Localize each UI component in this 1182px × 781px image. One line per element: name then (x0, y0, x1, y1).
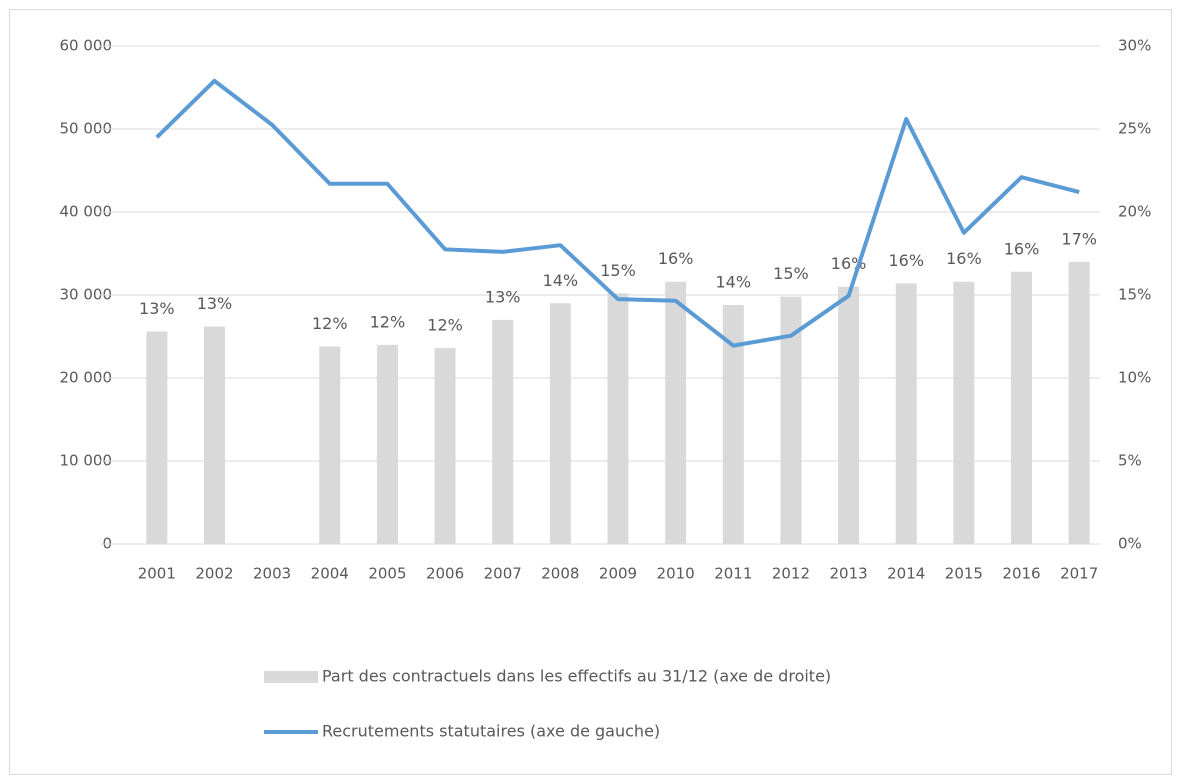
data-label: 13% (485, 287, 521, 306)
data-label: 12% (312, 314, 348, 333)
y2-tick-label: 15% (1118, 286, 1151, 304)
x-tick-label: 2006 (426, 565, 464, 583)
bar (780, 296, 802, 544)
x-tick-label: 2008 (541, 565, 579, 583)
bar (1011, 271, 1033, 544)
x-tick-label: 2013 (829, 565, 867, 583)
bar (434, 348, 456, 544)
data-label: 16% (1004, 239, 1040, 258)
data-label: 13% (139, 299, 175, 318)
x-tick-label: 2017 (1060, 565, 1098, 583)
data-label: 16% (658, 249, 694, 268)
data-label: 16% (946, 249, 982, 268)
x-tick-label: 2001 (138, 565, 176, 583)
x-tick-label: 2012 (772, 565, 810, 583)
y2-tick-label: 20% (1118, 203, 1151, 221)
data-label: 15% (600, 261, 636, 280)
bar (953, 281, 975, 544)
x-tick-label: 2003 (253, 565, 291, 583)
bar (203, 326, 225, 544)
bar (722, 304, 744, 544)
bar (1068, 261, 1090, 544)
bar (376, 344, 398, 544)
data-label: 16% (888, 251, 924, 270)
y2-tick-label: 25% (1118, 120, 1151, 138)
y2-tick-label: 0% (1118, 535, 1142, 553)
y-tick-label: 30 000 (60, 286, 113, 304)
line (155, 78, 1080, 348)
legend-label: Recrutements statutaires (axe de gauche) (322, 722, 660, 741)
data-label: 15% (773, 264, 809, 283)
x-tick-label: 2015 (945, 565, 983, 583)
data-label: 12% (370, 312, 406, 331)
bar (492, 319, 514, 544)
y2-tick-label: 5% (1118, 452, 1142, 470)
x-tick-label: 2007 (484, 565, 522, 583)
bar (319, 346, 341, 544)
legend-label: Part des contractuels dans les effectifs… (322, 667, 831, 686)
chart-border (9, 9, 1172, 775)
legend-swatch (264, 671, 318, 683)
bar (549, 303, 571, 544)
x-tick-label: 2002 (195, 565, 233, 583)
x-tick-label: 2016 (1002, 565, 1040, 583)
x-tick-label: 2014 (887, 565, 925, 583)
bar (665, 281, 687, 544)
y2-tick-label: 10% (1118, 369, 1151, 387)
y-tick-label: 20 000 (60, 369, 113, 387)
data-label: 13% (197, 294, 233, 313)
y-tick-label: 40 000 (60, 203, 113, 221)
x-tick-label: 2005 (368, 565, 406, 583)
bar (146, 331, 168, 544)
data-label: 12% (427, 316, 463, 335)
bar (607, 293, 629, 544)
x-tick-label: 2009 (599, 565, 637, 583)
bar (838, 286, 860, 544)
y-tick-label: 60 000 (60, 37, 113, 55)
data-label: 14% (543, 271, 579, 290)
x-tick-label: 2011 (714, 565, 752, 583)
bar (895, 283, 917, 544)
y-tick-label: 50 000 (60, 120, 113, 138)
y-tick-label: 10 000 (60, 452, 113, 470)
y2-tick-label: 30% (1118, 37, 1151, 55)
data-label: 14% (716, 272, 752, 291)
x-tick-label: 2004 (311, 565, 349, 583)
x-tick-label: 2010 (657, 565, 695, 583)
data-label: 17% (1061, 229, 1097, 248)
